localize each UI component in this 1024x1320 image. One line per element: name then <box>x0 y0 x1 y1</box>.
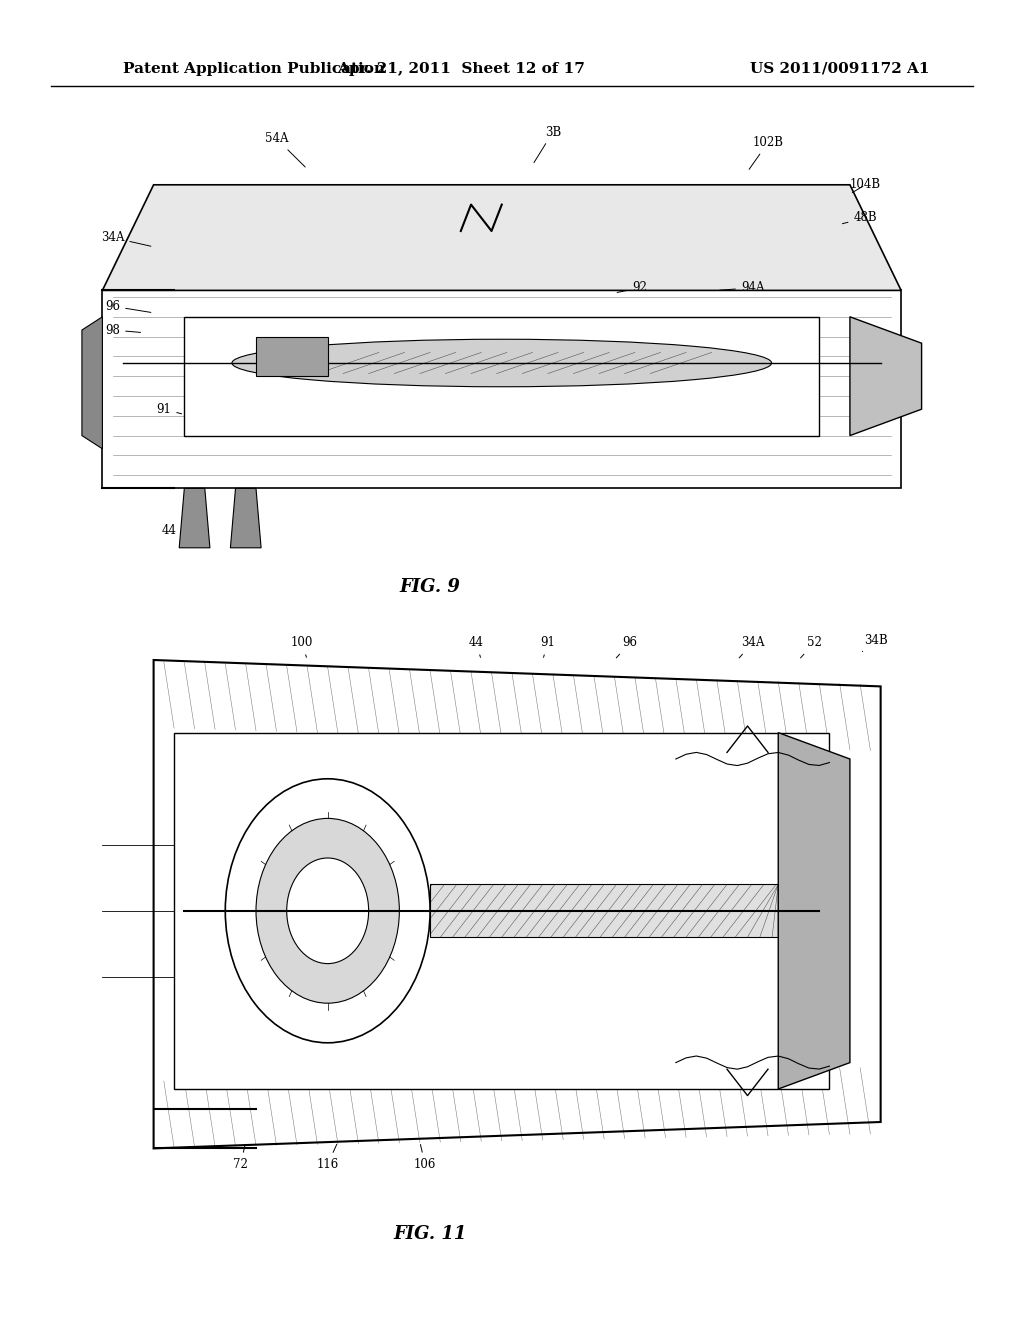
Polygon shape <box>184 317 819 436</box>
Circle shape <box>225 779 430 1043</box>
Text: 34B: 34B <box>290 374 314 387</box>
Text: US 2011/0091172 A1: US 2011/0091172 A1 <box>750 62 930 75</box>
Ellipse shape <box>231 339 772 387</box>
Polygon shape <box>102 290 901 488</box>
Polygon shape <box>154 660 881 1148</box>
Text: 94A: 94A <box>720 281 764 294</box>
Text: Apr. 21, 2011  Sheet 12 of 17: Apr. 21, 2011 Sheet 12 of 17 <box>337 62 585 75</box>
Text: 54A: 54A <box>265 132 305 168</box>
Text: 106: 106 <box>414 1144 436 1171</box>
Polygon shape <box>778 733 850 1089</box>
Text: 100: 100 <box>654 772 677 792</box>
Polygon shape <box>174 733 829 1089</box>
Text: 34B: 34B <box>862 634 888 652</box>
Polygon shape <box>82 317 102 449</box>
Text: 34A: 34A <box>101 231 151 247</box>
Text: 98: 98 <box>105 323 140 337</box>
Text: 92: 92 <box>582 808 596 828</box>
Text: 52: 52 <box>254 383 274 396</box>
Text: 91: 91 <box>157 403 181 416</box>
Polygon shape <box>179 488 210 548</box>
Text: 92: 92 <box>617 281 647 294</box>
Text: Patent Application Publication: Patent Application Publication <box>123 62 385 75</box>
Text: FIG. 11: FIG. 11 <box>393 1225 467 1243</box>
Text: 46B: 46B <box>566 337 596 350</box>
Text: 91: 91 <box>541 636 555 657</box>
Text: 102B: 102B <box>750 136 783 169</box>
Text: 96: 96 <box>616 636 637 657</box>
Text: 3B: 3B <box>534 125 561 162</box>
Text: 44: 44 <box>162 524 193 546</box>
Text: 94A: 94A <box>362 360 389 374</box>
Polygon shape <box>430 884 778 937</box>
Text: 44: 44 <box>469 636 483 657</box>
Polygon shape <box>230 488 261 548</box>
Text: 52: 52 <box>801 636 821 657</box>
Circle shape <box>287 858 369 964</box>
Text: 48B: 48B <box>843 211 878 224</box>
Polygon shape <box>102 185 901 290</box>
Polygon shape <box>850 317 922 436</box>
Text: 116: 116 <box>316 1144 339 1171</box>
Text: FIG. 9: FIG. 9 <box>399 578 461 597</box>
Text: 104B: 104B <box>850 178 881 193</box>
Text: 100: 100 <box>291 636 313 657</box>
Text: 96: 96 <box>821 774 842 792</box>
Text: 96: 96 <box>223 403 238 416</box>
Text: 96: 96 <box>105 300 151 313</box>
Circle shape <box>256 818 399 1003</box>
Polygon shape <box>256 337 328 376</box>
Text: 72: 72 <box>233 1144 248 1171</box>
Text: 34A: 34A <box>739 636 764 657</box>
